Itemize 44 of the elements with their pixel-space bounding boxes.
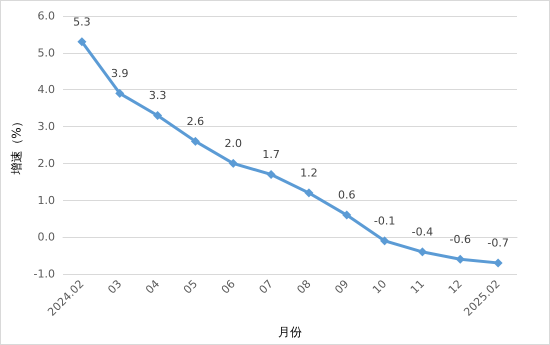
point bbox=[77, 37, 86, 46]
data-label: 1.7 bbox=[262, 148, 280, 161]
y-tick-label: -1.0 bbox=[34, 268, 55, 280]
y-tick-label: 3.0 bbox=[38, 120, 55, 134]
point bbox=[418, 247, 427, 256]
data-label: -0.4 bbox=[412, 225, 434, 238]
y-axis-title: 增速（%） bbox=[10, 115, 24, 176]
y-tick-label: 0.0 bbox=[38, 230, 55, 244]
point bbox=[190, 136, 200, 146]
x-tick-label: 11 bbox=[408, 277, 428, 296]
y-tick-label: 4.0 bbox=[38, 83, 55, 96]
x-tick-label: 04 bbox=[143, 277, 162, 296]
x-tick-label: 06 bbox=[218, 277, 238, 296]
point bbox=[153, 111, 162, 120]
point bbox=[304, 188, 314, 198]
y-tick-label: 6.0 bbox=[38, 10, 55, 22]
x-tick-label: 10 bbox=[370, 277, 390, 296]
data-label: 0.6 bbox=[338, 188, 356, 202]
point bbox=[456, 254, 465, 264]
point bbox=[266, 170, 276, 179]
data-label: 2.0 bbox=[224, 136, 242, 150]
y-tick-label: 2.0 bbox=[38, 156, 55, 170]
x-axis-title: 月份 bbox=[278, 325, 302, 339]
x-tick-label: 09 bbox=[332, 277, 352, 296]
data-label: 5.3 bbox=[73, 15, 91, 28]
data-label: -0.6 bbox=[450, 232, 471, 246]
x-tick-label: 12 bbox=[446, 277, 465, 296]
data-label: 3.9 bbox=[111, 66, 128, 80]
data-label: 2.6 bbox=[186, 114, 204, 128]
point bbox=[115, 88, 124, 98]
point bbox=[228, 158, 238, 168]
point bbox=[380, 236, 390, 246]
data-label: -0.1 bbox=[374, 214, 396, 228]
y-tick-label: 1.0 bbox=[38, 194, 55, 207]
point bbox=[342, 210, 352, 220]
x-tick-label: 08 bbox=[294, 277, 314, 296]
data-label: 1.2 bbox=[300, 166, 318, 180]
x-tick-label: 05 bbox=[180, 277, 200, 296]
x-tick-label: 03 bbox=[105, 277, 124, 296]
point bbox=[494, 258, 503, 268]
data-label: -0.7 bbox=[487, 236, 509, 250]
data-label: 3.3 bbox=[148, 89, 166, 102]
y-tick-label: 5.0 bbox=[38, 46, 55, 60]
x-tick-label: 07 bbox=[256, 277, 276, 296]
